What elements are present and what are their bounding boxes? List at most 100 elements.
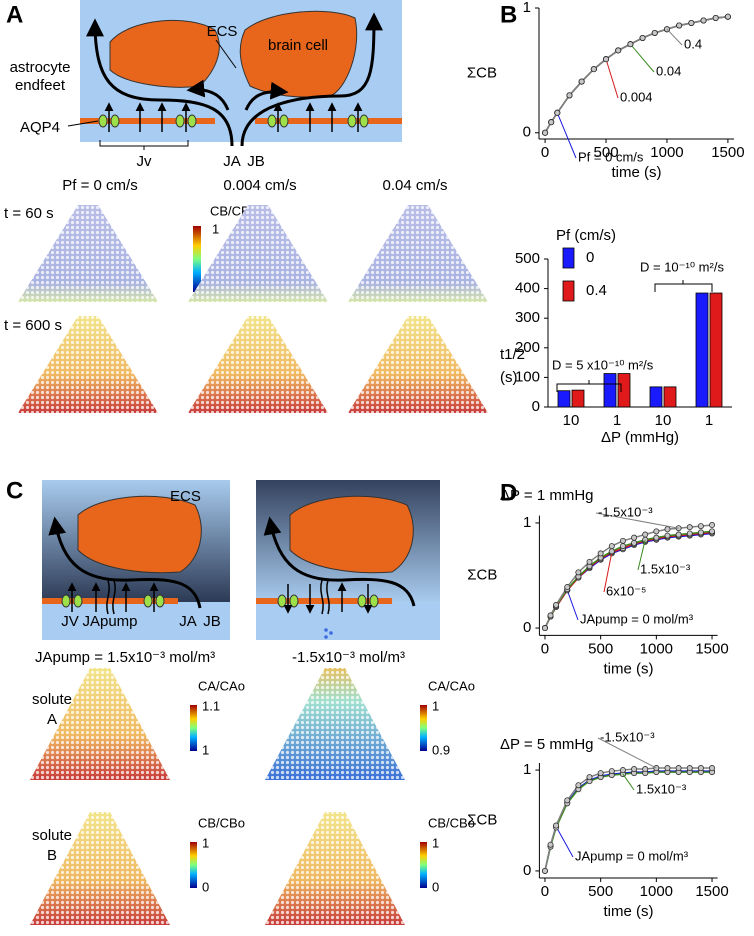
row-label: solute (32, 827, 72, 844)
column-label: Pf = 0 cm/s (62, 177, 137, 194)
data-point (541, 867, 548, 874)
row-label: t = 60 s (4, 205, 54, 222)
data-point (541, 625, 548, 632)
panel-label: D (500, 479, 517, 506)
label-leader (605, 59, 619, 99)
legend-label: 0.4 (586, 282, 607, 299)
data-point (547, 841, 554, 848)
data-point (575, 569, 582, 576)
bracket (556, 380, 622, 392)
data-point (697, 523, 704, 530)
x-tick-label: 500 (588, 883, 613, 900)
chart-title: ΔP = 1 mmHg (500, 487, 594, 504)
data-point (608, 768, 615, 775)
mesh-speckle (30, 668, 170, 780)
data-point (712, 14, 719, 21)
data-point (675, 531, 682, 538)
series-label: 6x10⁻⁵ (606, 583, 646, 598)
legend-swatch (562, 247, 575, 269)
column-label: -1.5x10⁻³ mol/m³ (292, 649, 405, 666)
data-point (686, 524, 693, 531)
series-label: 0.4 (684, 36, 702, 51)
data-point (590, 66, 597, 73)
data-point (547, 612, 554, 619)
data-point (553, 822, 560, 829)
y-tick-label: 300 (515, 309, 540, 326)
flux-label: JB (203, 613, 221, 630)
label-leader (666, 28, 683, 46)
data-point (615, 47, 622, 54)
y-tick-label: 200 (515, 339, 540, 356)
y-tick-label: 400 (515, 280, 540, 297)
label-leader (566, 590, 579, 621)
label-leader (630, 43, 655, 73)
data-point (597, 770, 604, 777)
bar (603, 373, 617, 408)
mesh-speckle (348, 316, 488, 413)
bar (571, 389, 585, 408)
series-label: JApump = 0 mol/m³ (580, 611, 694, 626)
series-line (544, 15, 728, 134)
x-tick-label: 1 (705, 412, 713, 429)
colorbar-tick: 1 (432, 835, 439, 850)
mesh-speckle (348, 205, 488, 302)
colorbar-label: CA/CAo (198, 678, 245, 693)
y-axis-label: t1/2 (500, 346, 525, 363)
aqp4-label: AQP4 (20, 119, 60, 136)
colorbars: CA/CAo 1.1 1 CA/CAo 1 0.9 CB/CBo 1 0 CB/CBo 1 0 (190, 678, 475, 894)
x-axis-label: time (s) (604, 903, 654, 920)
y-tick-label: 1 (523, 514, 531, 531)
x-tick-label: 500 (594, 144, 619, 161)
series-label: 0.04 (656, 63, 681, 78)
x-tick-label: 1 (613, 412, 621, 429)
flux-label: JB (247, 153, 265, 170)
bracket (654, 280, 713, 292)
chart-title: ΔP = 5 mmHg (500, 736, 594, 753)
mesh-plots (18, 205, 488, 925)
series-label: 1.5x10⁻³ (636, 781, 687, 796)
x-tick-label: 1500 (695, 640, 728, 657)
astrocyte-label: astrocyte (10, 59, 71, 76)
flux-label: JApump (82, 613, 137, 630)
data-point (554, 109, 561, 116)
brain-cell-label: brain cell (268, 37, 328, 54)
data-point (548, 119, 555, 126)
row-label: B (47, 847, 57, 864)
column-label: 0.004 cm/s (223, 177, 296, 194)
y-tick-label: 500 (515, 250, 540, 267)
series-label: Pf = 0 cm/s (578, 149, 644, 164)
data-point (619, 543, 626, 550)
colorbar (420, 842, 427, 888)
x-tick-label: 1000 (640, 640, 673, 657)
panel-label: C (6, 477, 23, 504)
data-point (542, 129, 549, 136)
data-point (664, 532, 671, 539)
data-point (627, 41, 634, 48)
astrocyte-label: endfeet (15, 77, 66, 94)
data-point (608, 543, 615, 550)
data-point (564, 797, 571, 804)
y-tick-label: 1 (523, 761, 531, 778)
x-tick-label: 1000 (650, 144, 683, 161)
flux-label: JV (61, 613, 79, 630)
mesh-speckle (265, 812, 405, 925)
series-label: -1.5x10⁻³ (600, 729, 655, 744)
panel-label: A (6, 1, 23, 28)
data-point (639, 34, 646, 41)
mesh-speckle (30, 812, 170, 925)
colorbar-label: CB/CBo (428, 815, 475, 830)
flux-label: JA (179, 613, 197, 630)
data-point (651, 29, 658, 36)
data-point (642, 766, 649, 773)
y-tick-label: 0 (532, 398, 540, 415)
data-point (619, 537, 626, 544)
x-tick-label: 0 (541, 883, 549, 900)
data-point (664, 526, 671, 533)
colorbar-tick: 1 (212, 221, 219, 236)
data-point (686, 765, 693, 772)
data-point (675, 765, 682, 772)
panel-label: B (500, 1, 517, 28)
legend-title: Pf (cm/s) (556, 227, 616, 244)
column-label: JApump = 1.5x10⁻³ mol/m³ (35, 649, 215, 666)
